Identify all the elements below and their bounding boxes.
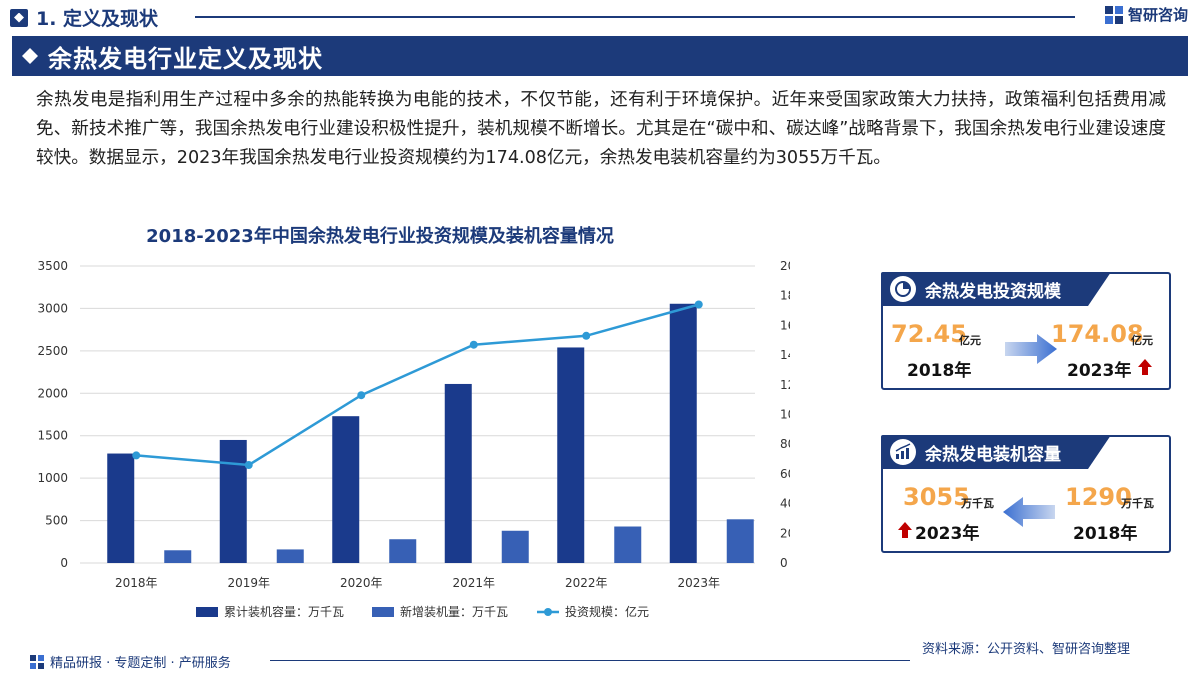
new-capacity-bar (276, 549, 304, 563)
investment-2023-unit: 亿元 (1131, 334, 1153, 347)
investment-point (132, 451, 141, 460)
legend-label: 累计装机容量：万千瓦 (224, 604, 344, 619)
capacity-2018-year: 2018年 (1073, 524, 1138, 544)
legend-label: 新增装机量：万千瓦 (400, 604, 508, 619)
new-capacity-bar (614, 526, 642, 563)
investment-2023-value: 174.08 (1051, 320, 1144, 348)
bar-trend-icon (881, 435, 925, 469)
brand-logo-icon (1104, 5, 1123, 24)
capacity-panel: 余热发电装机容量 3055 万千瓦 2023年 1290 万千瓦 2018年 (881, 435, 1171, 553)
chart-title: 2018-2023年中国余热发电行业投资规模及装机容量情况 (146, 226, 614, 247)
banner-title: 余热发电行业定义及现状 (48, 44, 323, 73)
top-divider (195, 16, 1075, 18)
y-tick-label: 500 (45, 514, 68, 528)
x-tick-label: 2023年 (677, 576, 720, 590)
intro-paragraph: 余热发电是指利用生产过程中多余的热能转换为电能的技术，不仅节能，还有利于环境保护… (36, 90, 1166, 168)
capacity-panel-title: 余热发电装机容量 (925, 444, 1061, 465)
x-tick-label: 2022年 (565, 576, 608, 590)
cumulative-capacity-bar (332, 416, 360, 563)
y2-tick-label: 0 (780, 556, 788, 570)
footer-slogan: 精品研报 · 专题定制 · 产研服务 (30, 652, 231, 671)
cumulative-capacity-bar (444, 383, 472, 563)
brand-logo: 智研咨询 (1104, 4, 1188, 25)
investment-point (244, 460, 253, 469)
capacity-2018-value: 1290 (1065, 483, 1132, 511)
data-source: 资料来源：公开资料、智研咨询整理 (922, 642, 1131, 657)
diamond-icon (12, 36, 48, 76)
section-title: 1. 定义及现状 (10, 4, 158, 31)
y2-tick-label: 20 (780, 526, 790, 540)
investment-line (136, 303, 700, 467)
footer-slogan-text: 精品研报 · 专题定制 · 产研服务 (50, 656, 231, 671)
investment-panel-title: 余热发电投资规模 (925, 281, 1061, 302)
brand-logo-icon (30, 654, 44, 669)
x-tick-label: 2019年 (227, 576, 270, 590)
investment-point (582, 331, 591, 340)
x-tick-label: 2020年 (340, 576, 383, 590)
legend-swatch (196, 607, 218, 617)
x-tick-label: 2018年 (115, 576, 158, 590)
investment-2023-year: 2023年 (1067, 361, 1132, 381)
up-arrow-icon (898, 522, 912, 538)
y-tick-label: 2000 (37, 386, 68, 400)
y-tick-label: 0 (60, 556, 68, 570)
y-tick-label: 3500 (37, 259, 68, 273)
legend-swatch-marker (544, 608, 552, 616)
legend-swatch (372, 607, 394, 617)
capacity-2023-unit: 万千瓦 (961, 497, 994, 510)
y-tick-label: 3000 (37, 301, 68, 315)
legend-label: 投资规模：亿元 (565, 604, 649, 619)
cumulative-capacity-bar (107, 453, 135, 563)
investment-point (694, 300, 703, 309)
cumulative-capacity-bar (219, 439, 247, 563)
y2-tick-label: 140 (780, 348, 790, 362)
investment-2018-year: 2018年 (907, 361, 972, 381)
y2-tick-label: 40 (780, 497, 790, 511)
cumulative-capacity-bar (669, 303, 697, 563)
y2-tick-label: 60 (780, 467, 790, 481)
combo-chart: 0 500 1000 1500 2000 2500 3000 3500 0 20 40 60 80 100… (37, 259, 790, 619)
capacity-2018-unit: 万千瓦 (1121, 497, 1154, 510)
section-title-text: 1. 定义及现状 (36, 8, 159, 30)
x-tick-label: 2021年 (452, 576, 495, 590)
capacity-2023-year: 2023年 (915, 524, 980, 544)
brand-name: 智研咨询 (1127, 6, 1188, 24)
up-arrow-icon (1138, 359, 1152, 375)
capacity-panel-header: 余热发电装机容量 (881, 435, 1111, 469)
new-capacity-bar (389, 539, 417, 563)
y2-tick-label: 200 (780, 259, 790, 273)
y-tick-label: 2500 (37, 344, 68, 358)
cumulative-capacity-bar (557, 347, 585, 563)
title-banner: 余热发电行业定义及现状 (12, 36, 1188, 76)
y-tick-label: 1000 (37, 471, 68, 485)
pie-chart-icon (881, 272, 925, 306)
investment-panel: 余热发电投资规模 72.45 亿元 2018年 174.08 亿元 2023年 (881, 272, 1171, 390)
footer: 精品研报 · 专题定制 · 产研服务 资料来源：公开资料、智研咨询整理 (0, 642, 1200, 674)
y2-tick-label: 120 (780, 378, 790, 392)
investment-panel-header: 余热发电投资规模 (881, 272, 1111, 306)
section-marker-icon (10, 8, 28, 27)
footer-divider (270, 660, 910, 661)
y2-tick-label: 100 (780, 408, 790, 422)
right-arrow-icon (1005, 334, 1057, 364)
y2-tick-label: 160 (780, 318, 790, 332)
investment-point (469, 340, 478, 349)
new-capacity-bar (726, 519, 754, 563)
y2-tick-label: 80 (780, 437, 790, 451)
left-arrow-icon (1003, 497, 1055, 527)
capacity-2023-value: 3055 (903, 483, 970, 511)
investment-point (357, 391, 366, 400)
investment-2018-value: 72.45 (891, 320, 967, 348)
top-bar: 1. 定义及现状 智研咨询 (0, 0, 1200, 34)
y2-tick-label: 180 (780, 289, 790, 303)
investment-2018-unit: 亿元 (959, 334, 981, 347)
new-capacity-bar (501, 530, 529, 563)
new-capacity-bar (164, 550, 192, 563)
y-tick-label: 1500 (37, 429, 68, 443)
